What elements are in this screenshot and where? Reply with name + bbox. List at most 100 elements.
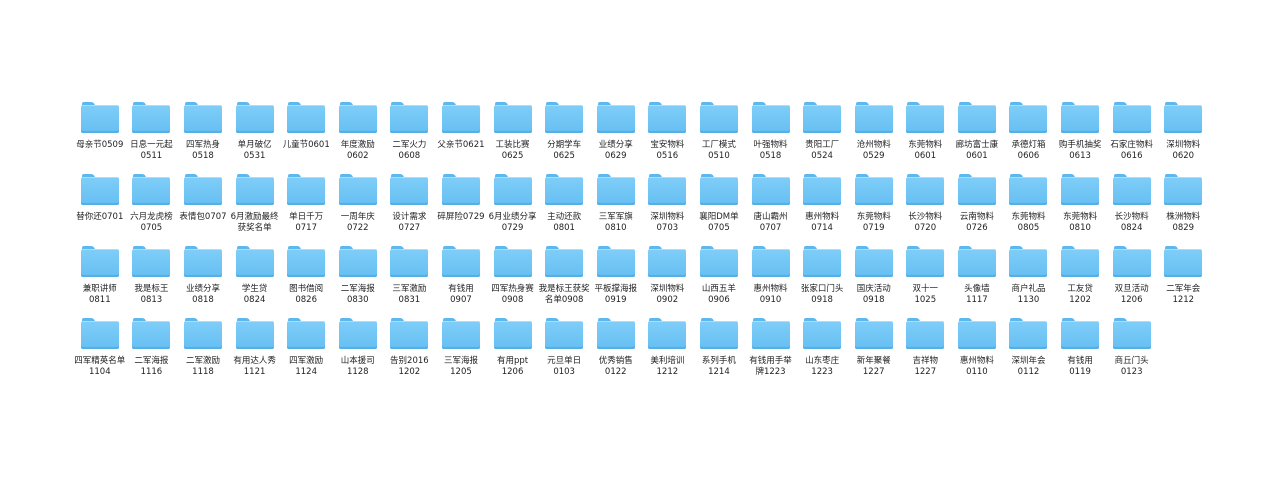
folder-item[interactable]: 单日千万 0717 (280, 172, 332, 244)
folder-icon[interactable] (957, 174, 996, 205)
folder-item[interactable]: 购手机抽奖 0613 (1054, 100, 1106, 172)
folder-icon[interactable] (1112, 102, 1151, 133)
folder-item[interactable]: 碎屏险0729 (435, 172, 487, 244)
folder-item[interactable]: 业绩分享 0629 (590, 100, 642, 172)
folder-icon[interactable] (699, 318, 738, 349)
folder-item[interactable]: 唐山霸州 0707 (745, 172, 797, 244)
folder-icon[interactable] (803, 318, 842, 349)
folder-icon[interactable] (80, 174, 119, 205)
folder-item[interactable]: 东莞物料 0805 (1003, 172, 1055, 244)
folder-item[interactable]: 宝安物料 0516 (642, 100, 694, 172)
folder-icon[interactable] (648, 102, 687, 133)
folder-item[interactable]: 山东枣庄 1223 (796, 316, 848, 388)
folder-item[interactable]: 沧州物料 0529 (848, 100, 900, 172)
folder-icon[interactable] (493, 102, 532, 133)
folder-item[interactable]: 二军激励 1118 (177, 316, 229, 388)
folder-icon[interactable] (338, 246, 377, 277)
folder-item[interactable]: 商丘门头 0123 (1106, 316, 1158, 388)
folder-item[interactable]: 兼职讲师 0811 (74, 244, 126, 316)
folder-item[interactable]: 工友贷 1202 (1054, 244, 1106, 316)
folder-icon[interactable] (1061, 102, 1100, 133)
folder-icon[interactable] (699, 246, 738, 277)
folder-icon[interactable] (854, 174, 893, 205)
folder-item[interactable]: 深圳物料 0902 (642, 244, 694, 316)
folder-icon[interactable] (906, 102, 945, 133)
folder-icon[interactable] (545, 102, 584, 133)
folder-icon[interactable] (803, 246, 842, 277)
folder-icon[interactable] (441, 174, 480, 205)
folder-item[interactable]: 美利培训 1212 (642, 316, 694, 388)
folder-icon[interactable] (441, 102, 480, 133)
folder-icon[interactable] (390, 174, 429, 205)
folder-icon[interactable] (235, 174, 274, 205)
folder-item[interactable]: 新年聚餐 1227 (848, 316, 900, 388)
folder-item[interactable]: 有钱用 0119 (1054, 316, 1106, 388)
folder-item[interactable]: 东莞物料 0719 (848, 172, 900, 244)
folder-icon[interactable] (1112, 174, 1151, 205)
folder-item[interactable]: 四军热身 0518 (177, 100, 229, 172)
folder-icon[interactable] (596, 102, 635, 133)
folder-item[interactable]: 单月破亿 0531 (229, 100, 281, 172)
folder-item[interactable]: 四军热身赛 0908 (487, 244, 539, 316)
folder-item[interactable]: 儿童节0601 (280, 100, 332, 172)
folder-item[interactable]: 工厂模式 0510 (693, 100, 745, 172)
folder-item[interactable]: 双旦活动 1206 (1106, 244, 1158, 316)
folder-icon[interactable] (80, 102, 119, 133)
folder-icon[interactable] (648, 246, 687, 277)
folder-item[interactable]: 工装比赛 0625 (487, 100, 539, 172)
folder-icon[interactable] (699, 102, 738, 133)
folder-item[interactable]: 日息一元起 0511 (126, 100, 178, 172)
folder-icon[interactable] (906, 246, 945, 277)
folder-item[interactable]: 年度激励 0602 (332, 100, 384, 172)
folder-icon[interactable] (1164, 174, 1203, 205)
folder-icon[interactable] (1009, 174, 1048, 205)
folder-icon[interactable] (957, 246, 996, 277)
folder-icon[interactable] (338, 318, 377, 349)
folder-icon[interactable] (493, 174, 532, 205)
folder-icon[interactable] (235, 246, 274, 277)
folder-item[interactable]: 二军年会 1212 (1157, 244, 1209, 316)
folder-icon[interactable] (751, 102, 790, 133)
folder-icon[interactable] (906, 318, 945, 349)
folder-item[interactable]: 主动还款 0801 (538, 172, 590, 244)
folder-icon[interactable] (1112, 246, 1151, 277)
folder-item[interactable]: 四军精英名单 1104 (74, 316, 126, 388)
folder-icon[interactable] (132, 174, 171, 205)
folder-icon[interactable] (854, 246, 893, 277)
folder-icon[interactable] (287, 174, 326, 205)
folder-icon[interactable] (751, 318, 790, 349)
folder-icon[interactable] (183, 174, 222, 205)
folder-icon[interactable] (390, 246, 429, 277)
folder-item[interactable]: 我是标王 0813 (126, 244, 178, 316)
folder-icon[interactable] (545, 174, 584, 205)
folder-icon[interactable] (235, 318, 274, 349)
folder-item[interactable]: 表情包0707 (177, 172, 229, 244)
folder-icon[interactable] (287, 102, 326, 133)
folder-item[interactable]: 业绩分享 0818 (177, 244, 229, 316)
folder-item[interactable]: 图书借阅 0826 (280, 244, 332, 316)
folder-icon[interactable] (648, 318, 687, 349)
folder-item[interactable]: 6月业绩分享 0729 (487, 172, 539, 244)
folder-item[interactable]: 惠州物料 0110 (951, 316, 1003, 388)
folder-item[interactable]: 张家口门头 0918 (796, 244, 848, 316)
folder-item[interactable]: 分期学车 0625 (538, 100, 590, 172)
folder-item[interactable]: 我是标王获奖 名单0908 (538, 244, 590, 316)
folder-item[interactable]: 二军海报 1116 (126, 316, 178, 388)
folder-icon[interactable] (1061, 246, 1100, 277)
folder-item[interactable]: 三军海报 1205 (435, 316, 487, 388)
folder-icon[interactable] (751, 246, 790, 277)
folder-item[interactable]: 父亲节0621 (435, 100, 487, 172)
folder-item[interactable]: 双十一 1025 (900, 244, 952, 316)
folder-icon[interactable] (1009, 102, 1048, 133)
folder-item[interactable]: 告别2016 1202 (384, 316, 436, 388)
folder-item[interactable]: 二军火力 0608 (384, 100, 436, 172)
folder-icon[interactable] (1112, 318, 1151, 349)
folder-item[interactable]: 深圳物料 0620 (1157, 100, 1209, 172)
folder-icon[interactable] (854, 318, 893, 349)
folder-icon[interactable] (545, 246, 584, 277)
folder-icon[interactable] (493, 318, 532, 349)
folder-item[interactable]: 平板撑海报 0919 (590, 244, 642, 316)
folder-icon[interactable] (751, 174, 790, 205)
folder-item[interactable]: 元旦单日 0103 (538, 316, 590, 388)
folder-icon[interactable] (803, 174, 842, 205)
